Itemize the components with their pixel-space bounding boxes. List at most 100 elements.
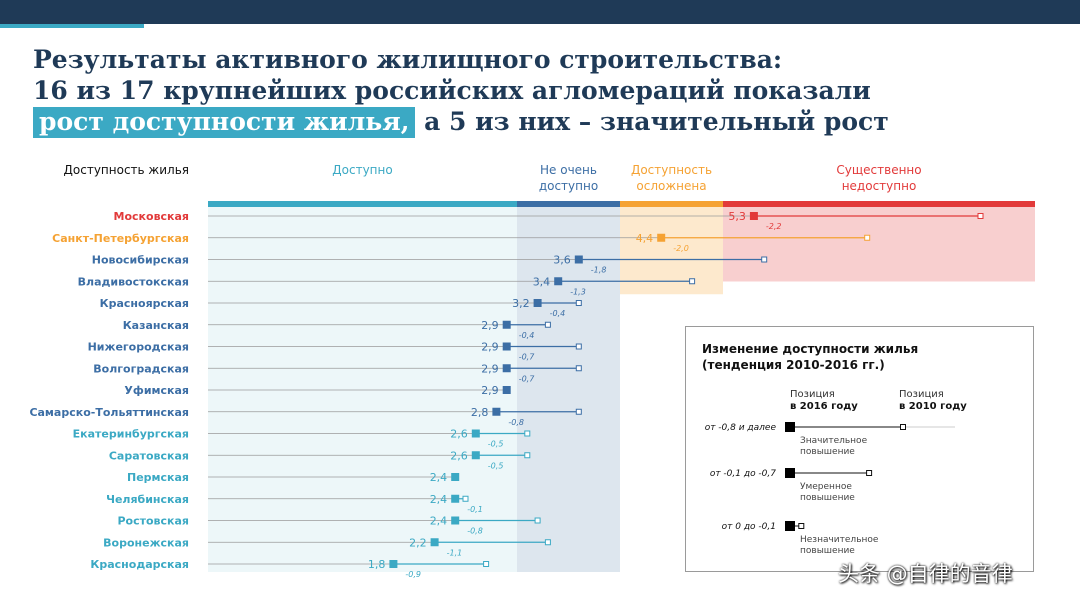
watermark: 头条 @自律的音律	[838, 562, 1013, 586]
marker-2016	[492, 407, 501, 416]
value-label: 2,4	[430, 493, 448, 506]
city-label: Санкт-Петербургская	[52, 232, 189, 245]
top-accent-bar	[0, 24, 144, 28]
delta-label: -0,9	[405, 570, 421, 579]
marker-2010	[575, 343, 582, 350]
city-label: Новосибирская	[92, 254, 189, 267]
marker-2016	[533, 299, 542, 307]
value-label: 2,8	[471, 406, 489, 419]
legend-marker-2016	[785, 468, 795, 478]
legend-desc-line-2: повышение	[800, 447, 855, 457]
city-label: Владивостокская	[78, 275, 189, 288]
city-label: Краснодарская	[90, 558, 189, 571]
delta-label: -1,1	[447, 548, 463, 557]
marker-2016	[430, 538, 439, 547]
marker-2010	[761, 256, 768, 263]
city-label: Екатеринбургская	[73, 428, 189, 441]
page-title: Результаты активного жилищного строитель…	[33, 44, 889, 138]
delta-label: -0,4	[519, 331, 535, 340]
value-label: 2,4	[430, 471, 448, 484]
marker-2016	[471, 429, 480, 438]
zone-label-3-line-1: Существенно	[836, 163, 921, 177]
zone-label-1-line-2: доступно	[539, 179, 598, 193]
delta-label: -1,3	[570, 287, 586, 296]
value-label: 4,4	[636, 232, 654, 245]
marker-2016	[749, 212, 758, 220]
value-label: 3,6	[553, 254, 571, 267]
title-line-3-rest: а 5 из них – значительный рост	[424, 107, 889, 136]
city-label: Московская	[114, 210, 189, 223]
marker-2016	[451, 494, 460, 503]
value-label: 2,9	[481, 341, 499, 354]
marker-2010	[483, 561, 490, 567]
city-label: Воронежская	[103, 536, 189, 549]
value-label: 2,2	[409, 536, 427, 549]
value-label: 3,2	[512, 297, 530, 310]
legend-desc-line-1: Незначительное	[800, 535, 879, 545]
value-label: 2,6	[450, 428, 468, 441]
legend-desc-line-1: Значительное	[800, 436, 868, 446]
title-highlight: рост доступности жилья,	[33, 107, 416, 138]
marker-2016	[389, 560, 398, 568]
value-label: 2,9	[481, 384, 499, 397]
legend-desc-line-2: повышение	[800, 546, 855, 556]
city-label: Самарско-Тольяттинская	[29, 406, 189, 419]
marker-2016	[502, 386, 511, 394]
marker-2016	[451, 516, 460, 525]
zone-bar-1	[517, 201, 620, 207]
legend-marker-2016	[785, 422, 795, 432]
marker-2010	[534, 517, 541, 524]
zone-label-3-line-2: недоступно	[842, 179, 917, 193]
row-header: Доступность жилья	[64, 163, 189, 177]
delta-label: -0,4	[550, 309, 566, 318]
top-banner	[0, 0, 1080, 24]
marker-2010	[524, 430, 531, 437]
city-label: Ростовская	[117, 515, 189, 528]
value-label: 2,9	[481, 319, 499, 332]
marker-2010	[544, 321, 551, 328]
legend-title-line-2: (тенденция 2010-2016 гг.)	[702, 358, 885, 372]
zone-bar-0	[208, 201, 517, 207]
legend-desc-line-2: повышение	[800, 493, 855, 503]
marker-2016	[471, 451, 480, 460]
marker-2010	[575, 365, 582, 372]
delta-label: -0,5	[488, 461, 504, 470]
legend-2010-label-line-1: Позиция	[899, 389, 944, 400]
legend-2010-label-line-2: в 2010 году	[899, 401, 967, 412]
zone-background-2	[620, 202, 723, 295]
marker-2010	[544, 539, 551, 546]
legend-marker-2010	[866, 470, 873, 476]
zone-label-2-line-1: Доступность	[631, 163, 712, 177]
city-label: Челябинская	[106, 493, 189, 506]
title-line-3: рост доступности жилья, а 5 из них – зна…	[33, 106, 889, 138]
zone-bar-3	[723, 201, 1035, 207]
marker-2010	[524, 452, 531, 459]
marker-2010	[462, 495, 469, 502]
city-label: Нижегородская	[88, 341, 189, 354]
zone-label-2-line-2: осложнена	[636, 179, 706, 193]
marker-2010	[689, 278, 696, 285]
zone-background-1	[517, 202, 620, 572]
legend-2016-label-line-1: Позиция	[790, 389, 835, 400]
marker-2016	[657, 233, 666, 242]
value-label: 5,3	[728, 210, 746, 223]
marker-2010	[575, 408, 582, 415]
title-line-1: Результаты активного жилищного строитель…	[33, 45, 783, 74]
marker-2016	[554, 277, 563, 286]
city-label: Красноярская	[100, 297, 189, 310]
value-label: 2,4	[430, 515, 448, 528]
legend-title: Изменение доступности жилья (тенденция 2…	[702, 341, 918, 373]
city-label: Саратовская	[109, 449, 189, 462]
legend-title-line-1: Изменение доступности жилья	[702, 342, 919, 356]
city-label: Волгоградская	[93, 362, 189, 375]
zone-bar-2	[620, 201, 723, 207]
delta-label: -0,7	[519, 374, 536, 383]
marker-2010	[575, 300, 582, 306]
legend-2016-label-line-2: в 2016 году	[790, 401, 858, 412]
legend-marker-2010	[798, 523, 805, 529]
legend-range-label: от 0 до -0,1	[722, 522, 776, 532]
city-label: Уфимская	[124, 384, 189, 397]
delta-label: -0,1	[467, 505, 483, 514]
affordability-chart: Доступно Не очень доступно Доступность ослож…	[29, 163, 1035, 579]
